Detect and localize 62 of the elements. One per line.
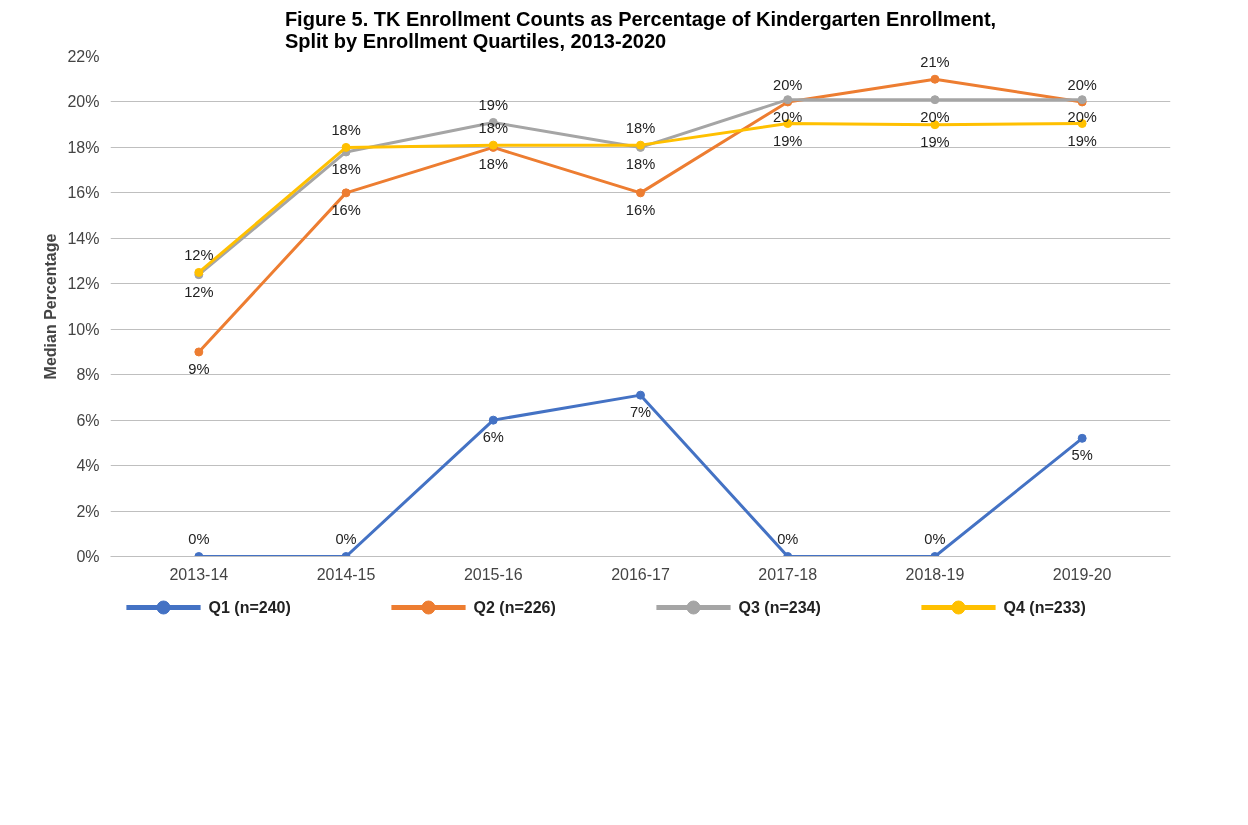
data-label: 20%	[920, 108, 950, 125]
x-tick-label: 2015-16	[463, 565, 523, 583]
data-label: 20%	[1067, 108, 1097, 125]
y-tick-label: 10%	[67, 320, 100, 338]
data-label: 21%	[920, 54, 950, 71]
point	[341, 142, 351, 152]
y-tick-label: 14%	[67, 229, 100, 247]
legend-label: Q4 (n=233)	[1003, 599, 1086, 616]
data-label: 18%	[625, 156, 656, 173]
data-label: 18%	[478, 120, 508, 137]
data-label: 6%	[482, 429, 504, 446]
data-label: 9%	[188, 361, 210, 377]
data-label: 5%	[1071, 447, 1093, 464]
data-label: 19%	[773, 132, 803, 149]
data-label: 0%	[777, 531, 799, 548]
data-label: 20%	[1067, 76, 1097, 93]
y-tick-label: 2%	[76, 502, 100, 520]
data-label: 12%	[184, 247, 214, 264]
point	[488, 415, 498, 425]
y-tick-label: 0%	[76, 548, 100, 565]
data-label: 7%	[629, 404, 652, 421]
y-axis-title: Median Percentage	[42, 233, 60, 380]
data-label: 19%	[1067, 132, 1097, 149]
data-label: 18%	[478, 156, 508, 173]
legend-label: Q3 (n=234)	[738, 599, 821, 616]
legend-label: Q1 (n=240)	[208, 599, 291, 616]
data-label: 19%	[920, 133, 950, 150]
y-tick-label: 22%	[67, 48, 100, 65]
data-label: 18%	[331, 161, 361, 177]
point	[636, 188, 645, 198]
data-label: 16%	[625, 201, 656, 218]
y-tick-label: 4%	[76, 457, 100, 475]
point	[194, 347, 204, 357]
y-tick-label: 6%	[76, 411, 100, 429]
data-label: 18%	[331, 122, 361, 139]
data-label: 0%	[924, 531, 946, 548]
data-label: 18%	[625, 120, 656, 137]
y-tick-label: 12%	[67, 275, 100, 293]
data-label: 0%	[335, 531, 357, 548]
y-tick-label: 20%	[67, 93, 100, 111]
y-tick-label: 8%	[76, 366, 100, 384]
data-label: 19%	[478, 97, 508, 114]
x-tick-label: 2016-17	[611, 565, 670, 583]
point	[636, 390, 645, 400]
y-tick-label: 18%	[67, 138, 100, 156]
point	[341, 188, 351, 198]
data-label: 12%	[184, 283, 214, 300]
data-label: 20%	[773, 108, 803, 125]
data-label: 16%	[331, 201, 361, 218]
data-label: 20%	[773, 76, 803, 93]
point	[1077, 433, 1087, 443]
legend-label: Q2 (n=226)	[473, 599, 556, 616]
x-tick-label: 2017-18	[758, 565, 818, 583]
x-tick-label: 2018-19	[905, 565, 965, 583]
chart-title: Figure 5. TK Enrollment Counts as Percentage of Kindergarten Enrollment, Split by Enrollment Quartiles, 2013-2020	[284, 7, 997, 52]
data-label: 0%	[188, 531, 210, 548]
x-tick-label: 2014-15	[316, 565, 376, 583]
x-tick-label: 2013-14	[169, 565, 229, 583]
point	[930, 95, 940, 105]
x-tick-label: 2019-20	[1052, 565, 1112, 583]
y-tick-label: 16%	[67, 184, 100, 202]
point	[930, 74, 940, 84]
